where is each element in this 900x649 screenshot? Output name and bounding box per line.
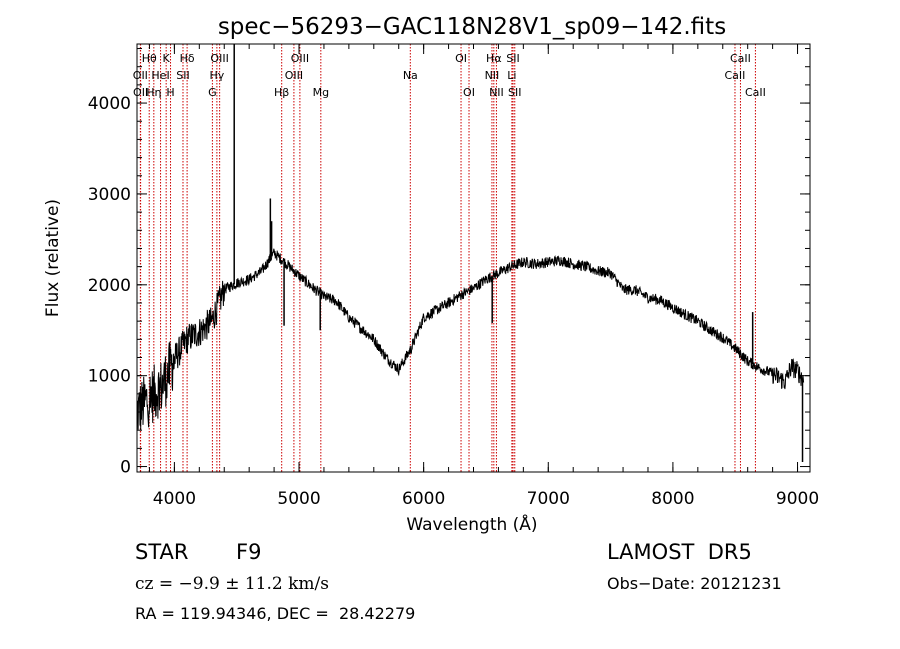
line-label-4: HeI [151, 69, 169, 82]
x-tick-label-1: 5000 [277, 489, 320, 509]
line-label-8: SII [176, 69, 189, 82]
y-tick-label-1: 1000 [88, 367, 131, 387]
line-label-3: Hη [146, 86, 161, 99]
x-tick-label-4: 8000 [651, 489, 694, 509]
y-tick-label-2: 2000 [88, 276, 131, 296]
object-class: STAR [135, 540, 189, 564]
spectral-line-markers [139, 44, 756, 472]
line-label-1: OII [133, 69, 148, 82]
line-label-12: Hβ [274, 86, 289, 99]
plot-frame [136, 43, 811, 473]
x-tick-label-0: 4000 [153, 489, 196, 509]
observation-date: Obs−Date: 20121231 [607, 574, 782, 593]
x-tick-label-5: 9000 [776, 489, 819, 509]
x-axis-label: Wavelength (Å) [406, 513, 537, 535]
line-label-20: NII [485, 69, 500, 82]
chart-title: spec−56293−GAC118N28V1_sp09−142.fits [218, 14, 726, 40]
spectrum-features [233, 44, 804, 463]
y-tick-label-3: 3000 [88, 185, 131, 205]
survey-release: LAMOST DR5 [607, 540, 752, 564]
line-label-7: Hδ [180, 52, 195, 65]
line-label-6: H [166, 86, 174, 99]
x-tick-label-3: 7000 [527, 489, 570, 509]
line-label-10: Hγ [209, 69, 224, 82]
y-axis-ticks: 0 1000 2000 3000 4000 [88, 48, 810, 478]
line-label-27: CaII [745, 86, 766, 99]
line-label-0: Hθ [142, 52, 157, 65]
line-label-19: Hα [486, 52, 502, 65]
line-label-26: CaII [725, 69, 746, 82]
redshift-velocity: cz = −9.9 ± 11.2 km/s [135, 574, 329, 594]
line-label-21: NII [489, 86, 504, 99]
spectrum-line [136, 248, 805, 431]
line-label-14: OIII [291, 52, 309, 65]
y-axis-label: Flux (relative) [43, 199, 63, 317]
line-label-24: SII [508, 86, 521, 99]
x-axis-ticks: 4000 5000 6000 7000 8000 9000 [148, 44, 819, 509]
line-label-9: OIII [210, 52, 228, 65]
line-label-25: CaII [730, 52, 751, 65]
sky-coordinates: RA = 119.94346, DEC = 28.42279 [135, 604, 416, 623]
line-label-5: K [163, 52, 171, 65]
object-subclass: F9 [236, 540, 262, 564]
line-label-13: OIII [285, 69, 303, 82]
line-label-17: OI [455, 52, 467, 65]
line-label-11: G [208, 86, 217, 99]
line-label-18: OI [463, 86, 475, 99]
line-label-23: Li [507, 69, 516, 82]
y-tick-label-4: 4000 [88, 94, 131, 114]
line-label-15: Mg [313, 86, 329, 99]
y-tick-label-0: 0 [120, 458, 131, 478]
x-tick-label-2: 6000 [402, 489, 445, 509]
line-label-22: SII [506, 52, 519, 65]
line-label-16: Na [403, 69, 418, 82]
